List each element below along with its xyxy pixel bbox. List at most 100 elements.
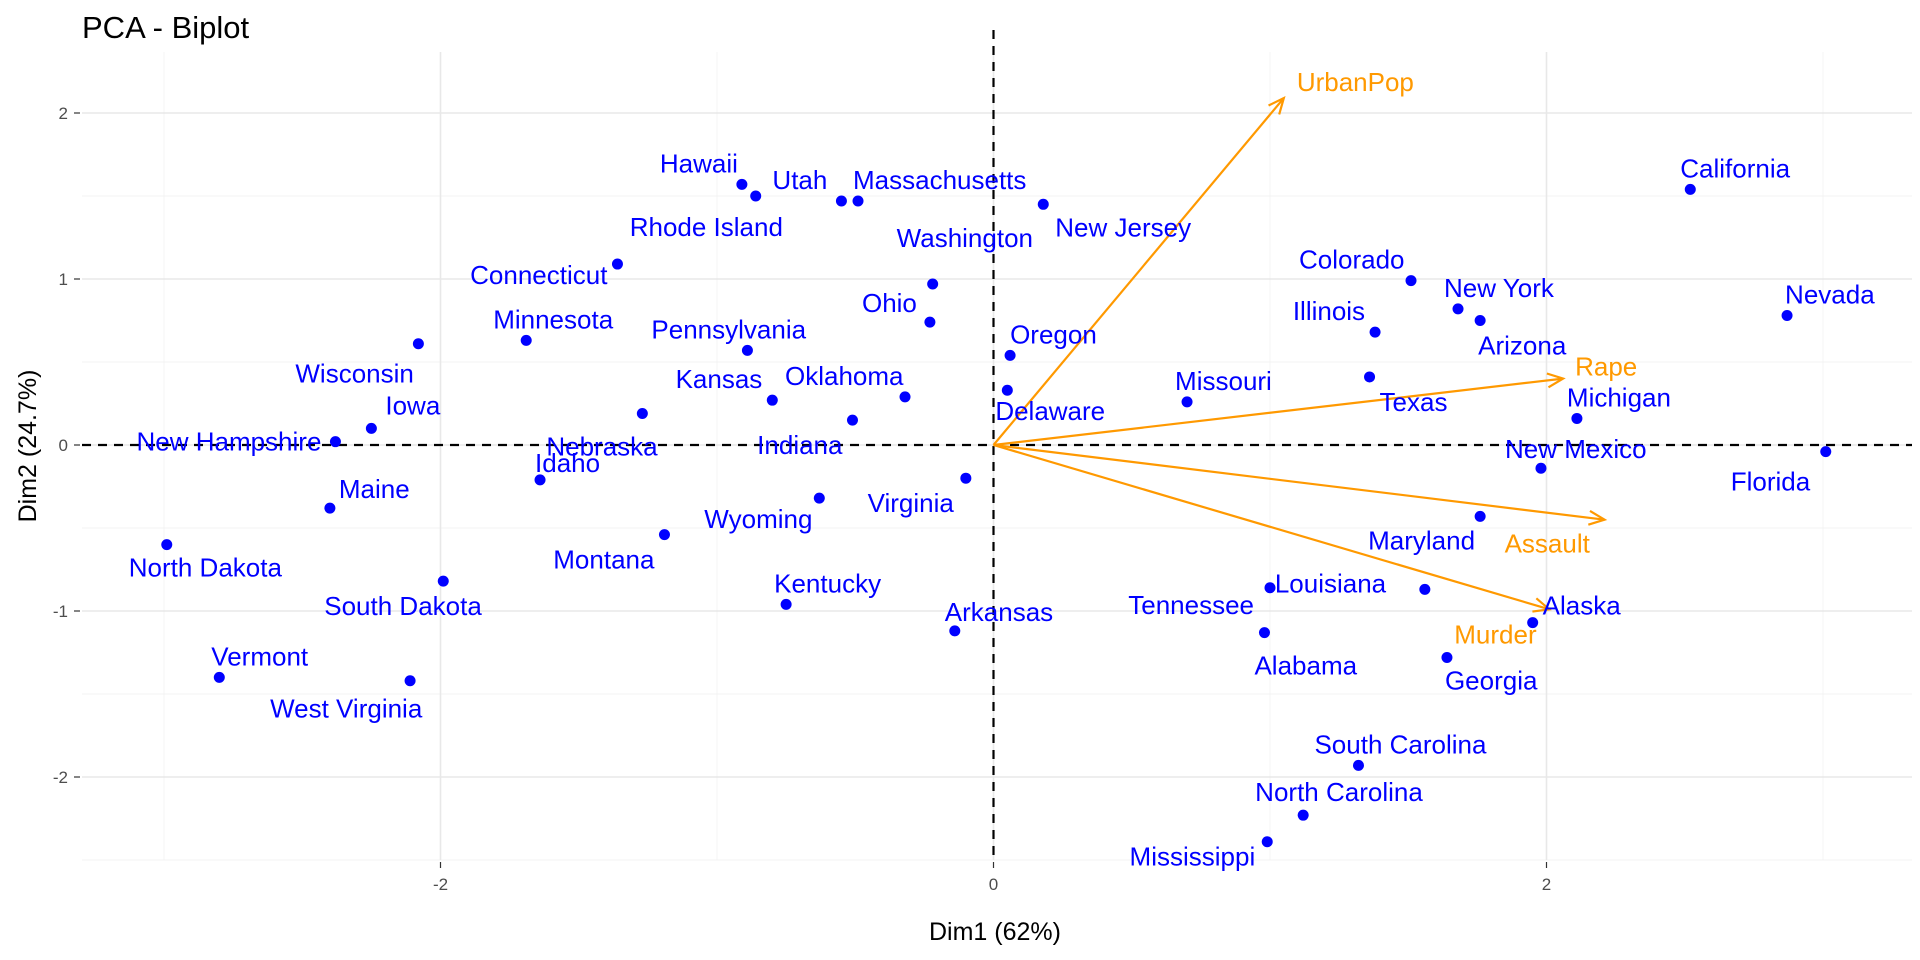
label-texas: Texas: [1380, 387, 1448, 417]
point-arkansas: [949, 625, 961, 637]
arrowhead-assault: [1587, 509, 1608, 526]
y-tick-label: 2: [59, 104, 68, 123]
label-oregon: Oregon: [1010, 319, 1097, 349]
point-south-carolina: [1352, 759, 1364, 771]
label-west-virginia: West Virginia: [270, 694, 423, 724]
point-hawaii: [736, 178, 748, 190]
point-wisconsin: [412, 338, 424, 350]
point-nevada: [1781, 310, 1793, 322]
chart-title: PCA - Biplot: [82, 10, 250, 45]
label-kansas: Kansas: [676, 364, 763, 394]
variable-label-assault: Assault: [1505, 529, 1591, 559]
point-oklahoma: [899, 391, 911, 403]
arrowhead-rape: [1546, 372, 1566, 389]
label-massachusetts: Massachusetts: [853, 165, 1026, 195]
y-tick-label: 0: [59, 436, 68, 455]
x-axis-title: Dim1 (62%): [929, 918, 1061, 946]
label-iowa: Iowa: [385, 390, 440, 420]
arrowhead-murder: [1532, 597, 1552, 613]
point-north-carolina: [1297, 809, 1309, 821]
point-massachusetts: [852, 195, 864, 207]
point-montana: [658, 529, 670, 541]
label-michigan: Michigan: [1567, 382, 1671, 412]
point-georgia: [1441, 651, 1453, 663]
label-georgia: Georgia: [1445, 665, 1538, 695]
label-new-mexico: New Mexico: [1505, 434, 1647, 464]
arrow-urbanpop: [992, 97, 1285, 446]
label-arizona: Arizona: [1478, 331, 1567, 361]
label-hawaii: Hawaii: [660, 148, 738, 178]
point-new-york: [1452, 303, 1464, 315]
point-alabama: [1258, 627, 1270, 639]
point-maryland: [1474, 510, 1486, 522]
label-kentucky: Kentucky: [774, 568, 881, 598]
label-wisconsin: Wisconsin: [295, 359, 413, 389]
point-illinois: [1369, 326, 1381, 338]
point-minnesota: [520, 334, 532, 346]
grid: [82, 52, 1912, 861]
label-arkansas: Arkansas: [945, 597, 1053, 627]
axis-ticks: -2 0 2 2 1 0 -1 -2: [53, 104, 1551, 894]
point-arizona: [1474, 315, 1486, 326]
variable-label-murder: Murder: [1454, 619, 1537, 649]
point-ohio: [924, 316, 936, 328]
label-maine: Maine: [339, 474, 410, 504]
variable-arrows: [992, 95, 1608, 613]
x-tick-label: 0: [989, 875, 998, 894]
label-south-dakota: South Dakota: [324, 591, 482, 621]
point-connecticut: [611, 258, 623, 270]
point-florida: [1820, 446, 1832, 458]
label-mississippi: Mississippi: [1130, 842, 1256, 872]
point-texas: [1364, 371, 1376, 383]
point-colorado: [1405, 275, 1417, 287]
point-tennessee: [1264, 582, 1276, 594]
label-wyoming: Wyoming: [704, 504, 812, 534]
point-idaho: [534, 474, 546, 486]
arrow-assault: [993, 443, 1605, 521]
point-new-mexico: [1535, 462, 1547, 474]
point-rhode-island: [750, 190, 762, 202]
point-labels: Alabama Alaska Arizona Arkansas California Co…: [129, 67, 1875, 872]
label-washington: Washington: [897, 223, 1033, 253]
point-alaska: [1527, 617, 1539, 629]
label-tennessee: Tennessee: [1128, 590, 1254, 620]
x-tick-label: -2: [433, 875, 448, 894]
arrow-murder: [993, 443, 1550, 611]
point-kentucky: [780, 598, 792, 610]
label-connecticut: Connecticut: [470, 260, 608, 290]
point-washington: [927, 278, 939, 290]
point-missouri: [1181, 396, 1193, 408]
label-indiana: Indiana: [757, 430, 843, 460]
point-new-jersey: [1037, 198, 1049, 210]
variable-label-urbanpop: UrbanPop: [1297, 67, 1414, 97]
point-utah: [835, 195, 847, 207]
label-california: California: [1680, 153, 1790, 183]
label-idaho: Idaho: [535, 448, 600, 478]
y-tick-label: 1: [59, 270, 68, 289]
label-colorado: Colorado: [1299, 245, 1405, 275]
point-louisiana: [1419, 583, 1431, 595]
x-tick-label: 2: [1542, 875, 1551, 894]
label-new-jersey: New Jersey: [1055, 212, 1191, 242]
label-alaska: Alaska: [1543, 591, 1622, 621]
point-oregon: [1004, 349, 1016, 361]
label-illinois: Illinois: [1293, 296, 1365, 326]
label-north-carolina: North Carolina: [1255, 777, 1423, 807]
point-iowa: [365, 422, 377, 434]
label-oklahoma: Oklahoma: [785, 361, 904, 391]
label-minnesota: Minnesota: [493, 304, 613, 334]
point-south-dakota: [437, 575, 449, 587]
label-rhode-island: Rhode Island: [630, 212, 783, 242]
arrow-rape: [993, 377, 1564, 447]
point-delaware: [1001, 384, 1013, 396]
y-tick-label: -2: [53, 768, 68, 787]
label-new-york: New York: [1444, 273, 1555, 303]
label-delaware: Delaware: [995, 396, 1105, 426]
point-kansas: [766, 394, 778, 406]
point-michigan: [1571, 412, 1583, 424]
individual-points: [161, 178, 1832, 848]
y-axis-title: Dim2 (24.7%): [14, 370, 42, 523]
label-utah: Utah: [772, 165, 827, 195]
variable-label-rape: Rape: [1575, 352, 1637, 382]
